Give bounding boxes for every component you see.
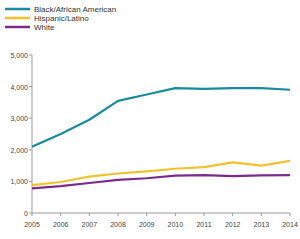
plot-area (32, 88, 290, 188)
x-tick-label: 2007 (82, 221, 98, 228)
legend-label: Hispanic/Latino (34, 14, 89, 23)
x-tick-label: 2009 (139, 221, 155, 228)
y-tick-label: 1,000 (10, 178, 28, 185)
y-tick-label: 0 (24, 210, 28, 217)
series-line (32, 88, 290, 146)
x-tick-label: 2011 (196, 221, 211, 228)
y-tick-label: 5,000 (10, 52, 28, 59)
x-tick-label: 2013 (254, 221, 270, 228)
series-line (32, 175, 290, 188)
x-tick-label: 2006 (53, 221, 69, 228)
y-tick-label: 3,000 (10, 115, 28, 122)
series-line (32, 161, 290, 185)
x-tick-label: 2010 (168, 221, 184, 228)
x-tick-label: 2012 (225, 221, 241, 228)
legend-label: Black/African American (34, 5, 116, 14)
x-tick-label: 2014 (282, 221, 298, 228)
legend-swatch (5, 8, 30, 11)
legend-swatch (5, 17, 30, 20)
y-tick-label: 2,000 (10, 147, 28, 154)
x-tick-label: 2005 (24, 221, 40, 228)
x-tick-label: 2008 (110, 221, 126, 228)
legend-swatch (5, 26, 30, 29)
y-tick-label: 4,000 (10, 84, 28, 91)
chart: 0 1,000 2,000 3,000 4,000 5,000 2005 2006 2007 20… (0, 0, 300, 239)
x-axis (32, 213, 290, 214)
legend-label: White (34, 23, 55, 32)
